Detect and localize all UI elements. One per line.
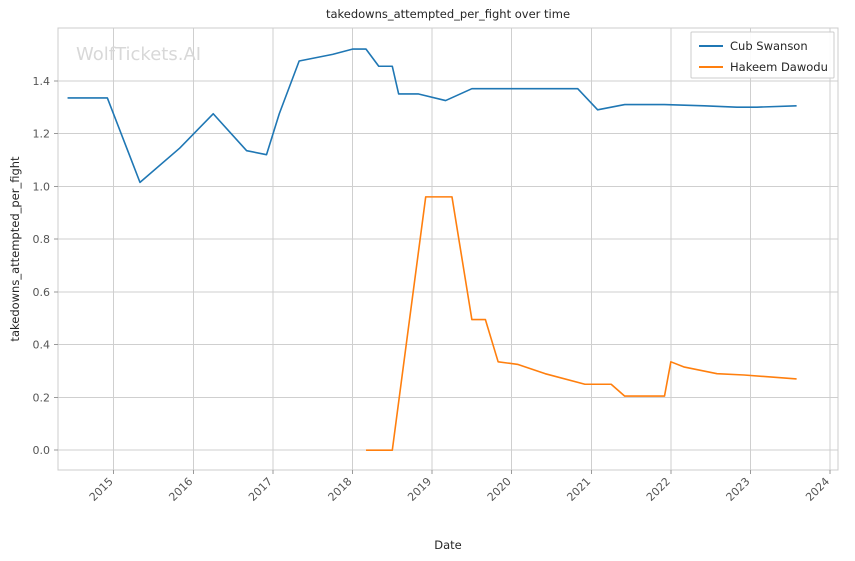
chart-title: takedowns_attempted_per_fight over time <box>326 7 570 21</box>
x-tick-label-0: 2015 <box>87 475 116 504</box>
y-tick-label-0: 0.0 <box>33 444 51 457</box>
y-tick-label-3: 0.6 <box>33 286 51 299</box>
x-tick-label-1: 2016 <box>166 475 195 504</box>
y-tick-label-2: 0.4 <box>33 339 51 352</box>
x-tick-label-7: 2022 <box>644 475 673 504</box>
y-tick-label-6: 1.2 <box>33 128 51 141</box>
legend-box <box>690 31 835 79</box>
y-axis-label: takedowns_attempted_per_fight <box>8 156 22 342</box>
series-line-hakeem-dawodu <box>366 196 797 452</box>
y-tick-label-4: 0.8 <box>33 233 51 246</box>
x-tick-label-2: 2017 <box>246 475 275 504</box>
y-tick-label-1: 0.2 <box>33 391 51 404</box>
x-tick-label-5: 2020 <box>485 475 514 504</box>
watermark: WolfTickets.AI <box>76 44 201 65</box>
plot-area-background <box>58 28 838 470</box>
x-tick-label-6: 2021 <box>564 475 593 504</box>
x-axis-label: Date <box>434 538 462 552</box>
x-tick-label-8: 2023 <box>724 475 753 504</box>
y-tick-label-5: 1.0 <box>33 180 51 193</box>
plot-area-border <box>57 27 839 471</box>
y-tick-label-7: 1.4 <box>33 75 51 88</box>
series-line-cub-swanson <box>67 48 797 184</box>
legend-label-1: Hakeem Dawodu <box>730 60 828 74</box>
x-tick-label-3: 2018 <box>326 475 355 504</box>
legend-label-0: Cub Swanson <box>730 39 808 53</box>
x-tick-label-9: 2024 <box>803 475 832 504</box>
x-tick-label-4: 2019 <box>405 475 434 504</box>
